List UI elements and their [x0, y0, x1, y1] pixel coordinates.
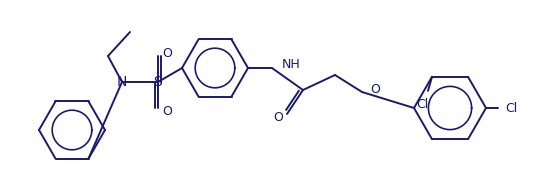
Text: O: O [273, 111, 283, 123]
Text: O: O [162, 104, 172, 117]
Text: Cl: Cl [505, 102, 517, 114]
Text: S: S [154, 75, 163, 89]
Text: O: O [162, 46, 172, 60]
Text: N: N [117, 75, 127, 89]
Text: O: O [370, 83, 380, 95]
Text: Cl: Cl [416, 98, 428, 111]
Text: NH: NH [282, 58, 301, 72]
